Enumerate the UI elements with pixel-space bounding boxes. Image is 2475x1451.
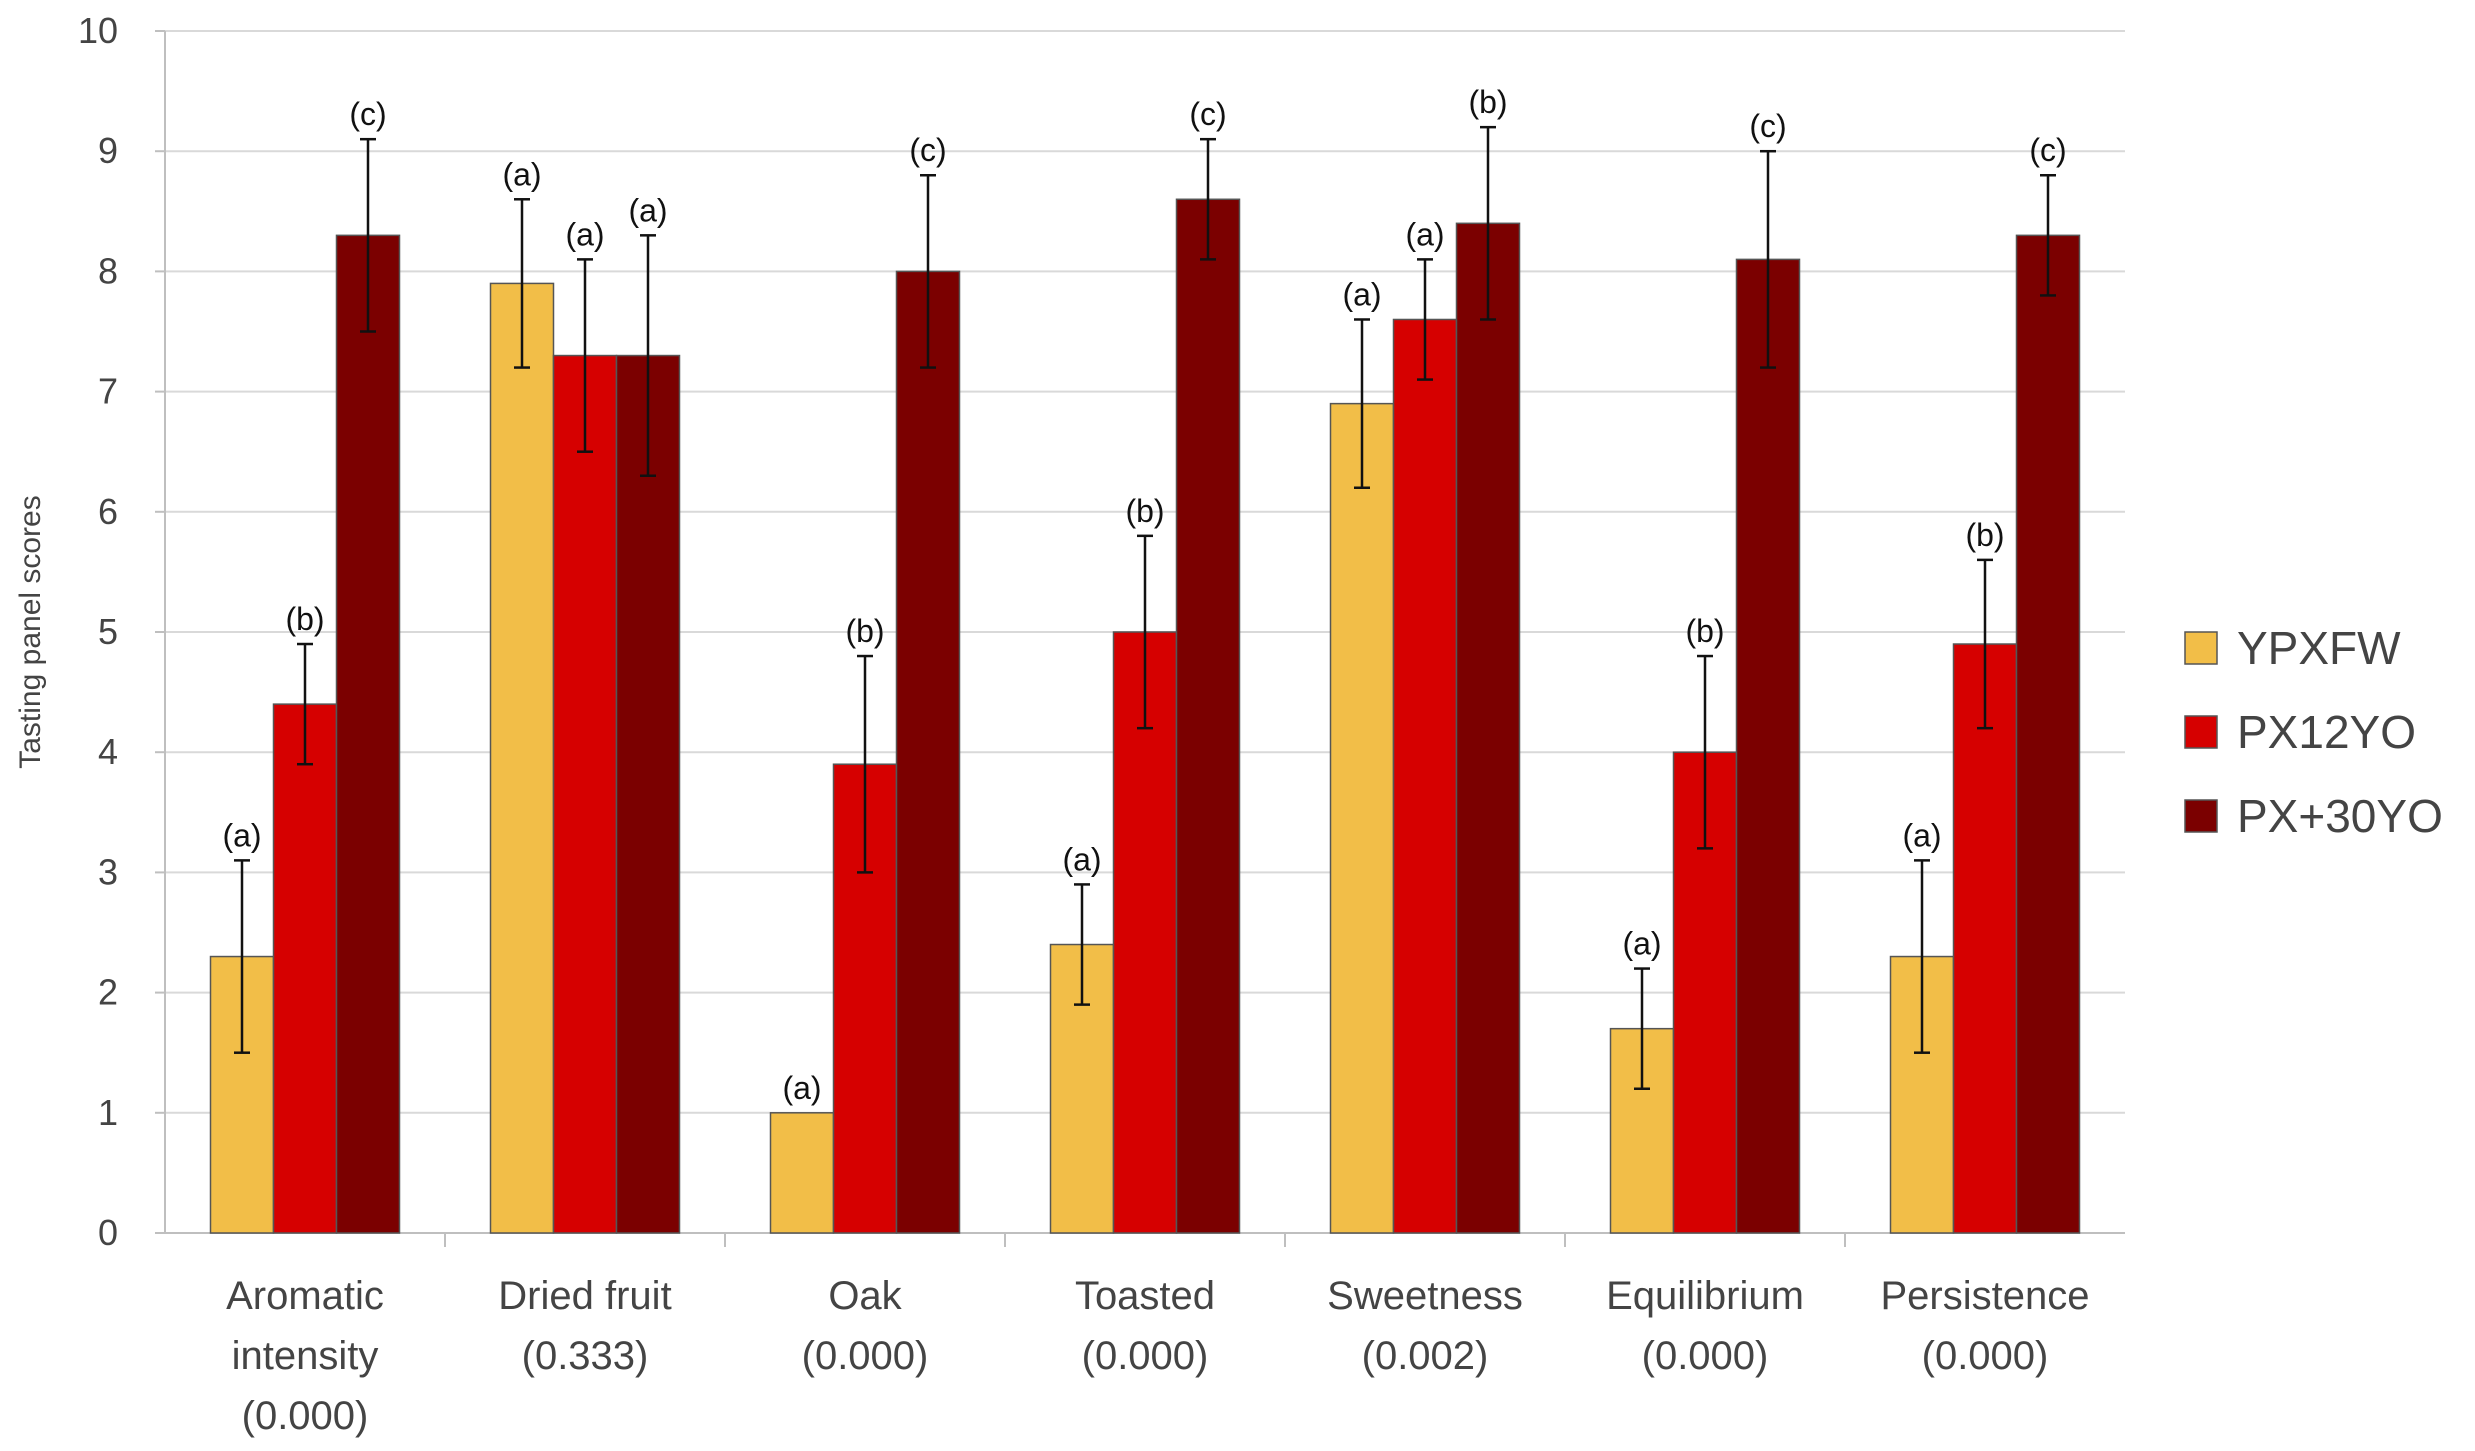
significance-label: (a) <box>1622 926 1661 962</box>
bar-px30yo <box>2015 234 2081 1234</box>
bar-px30yo <box>1455 222 1521 1234</box>
y-tick-label: 2 <box>98 972 118 1013</box>
y-tick-label: 3 <box>98 851 118 892</box>
significance-label: (a) <box>1902 817 1941 853</box>
y-tick-label: 6 <box>98 491 118 532</box>
bar-px30yo <box>335 234 401 1234</box>
significance-label: (b) <box>1125 493 1164 529</box>
bar-px12yo <box>552 354 618 1234</box>
legend-swatch <box>2184 715 2218 749</box>
significance-label: (c) <box>1749 108 1786 144</box>
bar-ypxfw <box>489 282 555 1234</box>
significance-label: (a) <box>1062 841 1101 877</box>
y-tick-label: 7 <box>98 371 118 412</box>
significance-label: (c) <box>909 132 946 168</box>
significance-label: (c) <box>1189 96 1226 132</box>
bar-px12yo <box>1392 318 1458 1234</box>
significance-label: (b) <box>1685 613 1724 649</box>
significance-label: (a) <box>565 216 604 252</box>
significance-label: (a) <box>222 817 261 853</box>
category-label: (0.000) <box>1082 1334 1209 1378</box>
y-tick-label: 10 <box>78 10 118 51</box>
significance-label: (a) <box>1405 216 1444 252</box>
bar-px30yo <box>615 354 681 1234</box>
category-label: Toasted <box>1075 1274 1215 1318</box>
category-label: (0.002) <box>1362 1334 1489 1378</box>
bar-px30yo <box>895 270 961 1234</box>
significance-label: (a) <box>502 156 541 192</box>
y-tick-label: 0 <box>98 1212 118 1253</box>
y-tick-label: 1 <box>98 1092 118 1133</box>
bar-px30yo <box>1175 198 1241 1234</box>
category-label: Oak <box>828 1274 902 1318</box>
category-label: (0.000) <box>802 1334 929 1378</box>
significance-label: (c) <box>2029 132 2066 168</box>
category-label: (0.000) <box>1642 1334 1769 1378</box>
legend-swatch <box>2184 799 2218 833</box>
significance-label: (a) <box>628 192 667 228</box>
bar-ypxfw <box>769 1112 835 1234</box>
y-tick-label: 4 <box>98 731 118 772</box>
bar-px12yo <box>272 703 338 1234</box>
significance-label: (c) <box>349 96 386 132</box>
legend-label: PX12YO <box>2237 706 2416 758</box>
significance-label: (b) <box>285 601 324 637</box>
bar-ypxfw <box>1329 402 1395 1234</box>
significance-label: (a) <box>782 1070 821 1106</box>
significance-label: (a) <box>1342 276 1381 312</box>
legend-label: PX+30YO <box>2237 790 2443 842</box>
y-tick-label: 8 <box>98 250 118 291</box>
category-label: Dried fruit <box>498 1274 671 1318</box>
y-tick-label: 5 <box>98 611 118 652</box>
significance-label: (b) <box>1468 84 1507 120</box>
category-label: intensity <box>232 1334 379 1378</box>
legend-label: YPXFW <box>2237 622 2401 674</box>
category-label: (0.333) <box>522 1334 649 1378</box>
legend-swatch <box>2184 631 2218 665</box>
category-label: (0.000) <box>1922 1334 2049 1378</box>
significance-label: (b) <box>845 613 884 649</box>
category-label: Persistence <box>1881 1274 2090 1318</box>
bar-px30yo <box>1735 258 1801 1234</box>
category-label: Aromatic <box>226 1274 384 1318</box>
bar-px12yo <box>1952 643 2018 1234</box>
y-axis-title: Tasting panel scores <box>14 495 47 769</box>
category-label: (0.000) <box>242 1394 369 1438</box>
significance-label: (b) <box>1965 517 2004 553</box>
category-label: Equilibrium <box>1606 1274 1804 1318</box>
category-label: Sweetness <box>1327 1274 1523 1318</box>
y-tick-label: 9 <box>98 130 118 171</box>
